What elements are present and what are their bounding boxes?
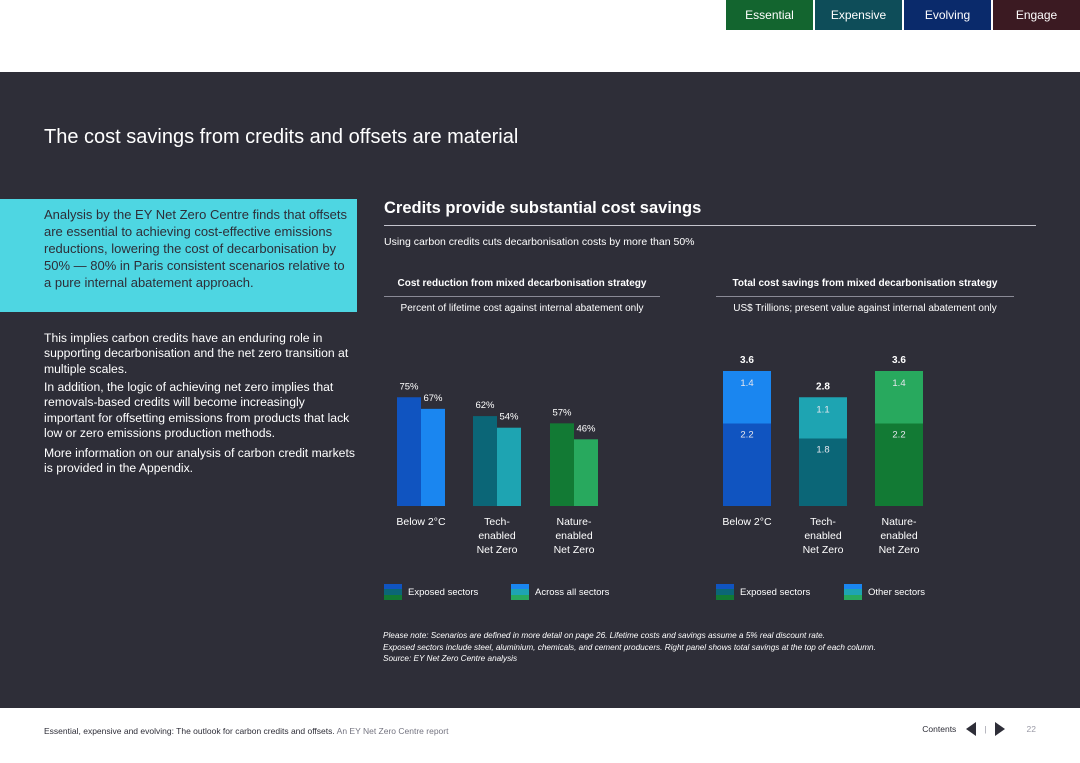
note-exposed-sectors: Exposed sectors include steel, aluminium… bbox=[383, 642, 876, 652]
tab-engage[interactable]: Engage bbox=[993, 0, 1080, 30]
bar-all-0 bbox=[421, 408, 445, 506]
bar-exposed-1 bbox=[799, 438, 847, 506]
legend-swatch-exposed bbox=[384, 584, 402, 600]
chart-2-title: Total cost savings from mixed decarbonis… bbox=[732, 278, 998, 289]
next-page-icon[interactable] bbox=[994, 722, 1005, 736]
body-paragraph-2: In addition, the logic of achieving net … bbox=[44, 380, 350, 440]
nav-separator: | bbox=[984, 724, 987, 734]
category-label: enabled bbox=[478, 530, 516, 542]
legend-swatch-exposed bbox=[716, 584, 734, 600]
bar-exposed-2 bbox=[875, 423, 923, 506]
total-label: 3.6 bbox=[740, 355, 754, 366]
data-label: 1.8 bbox=[816, 445, 829, 456]
chart-2-legend-other: Other sectors bbox=[844, 584, 925, 600]
tab-essential[interactable]: Essential bbox=[726, 0, 813, 30]
section-tabs: Essential Expensive Evolving Engage bbox=[724, 0, 1080, 30]
category-label: Net Zero bbox=[554, 544, 595, 556]
chart-1-legend-all: Across all sectors bbox=[511, 584, 609, 600]
chart-section-subheading: Using carbon credits cuts decarbonisatio… bbox=[384, 236, 695, 248]
bar-other-1 bbox=[799, 397, 847, 439]
category-label: enabled bbox=[804, 530, 842, 542]
body-paragraph-3: More information on our analysis of carb… bbox=[44, 446, 355, 476]
chart-1-subtitle: Percent of lifetime cost against interna… bbox=[400, 303, 644, 314]
chart-2-legend-exposed: Exposed sectors bbox=[716, 584, 810, 600]
total-label: 3.6 bbox=[892, 355, 906, 366]
total-label: 2.8 bbox=[816, 381, 830, 392]
footer-navigation: Contents | 22 bbox=[922, 722, 1036, 736]
contents-link[interactable]: Contents bbox=[922, 724, 957, 734]
chart-notes: Please note: Scenarios are defined in mo… bbox=[383, 630, 876, 665]
bar-exposed-2 bbox=[550, 423, 574, 506]
legend-label: Other sectors bbox=[868, 586, 926, 598]
bar-other-2 bbox=[875, 371, 923, 424]
bar-all-1 bbox=[497, 427, 521, 506]
chart-1-divider bbox=[384, 296, 660, 297]
highlight-callout: Analysis by the EY Net Zero Centre finds… bbox=[0, 199, 357, 312]
bar-other-0 bbox=[723, 371, 771, 424]
bar-exposed-1 bbox=[473, 416, 497, 506]
category-label: Tech- bbox=[484, 516, 510, 528]
chart-2-subtitle: US$ Trillions; present value against int… bbox=[733, 303, 997, 314]
page-title: The cost savings from credits and offset… bbox=[44, 126, 519, 148]
bar-exposed-0 bbox=[723, 423, 771, 506]
category-label: Net Zero bbox=[477, 544, 518, 556]
category-label: enabled bbox=[555, 530, 593, 542]
chart-2-divider bbox=[716, 296, 1014, 297]
data-label: 2.2 bbox=[892, 430, 905, 441]
footer-title: Essential, expensive and evolving: The o… bbox=[44, 726, 335, 736]
data-label: 67% bbox=[423, 393, 443, 404]
bar-all-2 bbox=[574, 439, 598, 506]
data-label: 62% bbox=[475, 400, 495, 411]
data-label: 54% bbox=[499, 412, 519, 423]
category-label: Tech- bbox=[810, 516, 836, 528]
legend-label: Exposed sectors bbox=[408, 586, 479, 598]
category-label: enabled bbox=[880, 530, 918, 542]
legend-label: Across all sectors bbox=[535, 586, 610, 598]
note-source: Source: EY Net Zero Centre analysis bbox=[383, 654, 518, 663]
data-label: 46% bbox=[576, 423, 596, 434]
chart-1-title: Cost reduction from mixed decarbonisatio… bbox=[397, 278, 647, 289]
tab-evolving[interactable]: Evolving bbox=[904, 0, 991, 30]
category-label: Net Zero bbox=[879, 544, 920, 556]
page-number: 22 bbox=[1026, 724, 1036, 734]
chart-section-heading: Credits provide substantial cost savings bbox=[384, 199, 702, 217]
note-scenarios: Please note: Scenarios are defined in mo… bbox=[383, 631, 825, 640]
chart-heading-divider bbox=[384, 225, 1036, 226]
chart-1-legend-exposed: Exposed sectors bbox=[384, 584, 478, 600]
category-label: Below 2°C bbox=[396, 516, 446, 528]
previous-page-icon[interactable] bbox=[966, 722, 977, 736]
footer-report-title: Essential, expensive and evolving: The o… bbox=[44, 726, 448, 736]
data-label: 75% bbox=[399, 381, 419, 392]
data-label: 1.4 bbox=[740, 378, 753, 389]
tab-expensive[interactable]: Expensive bbox=[815, 0, 902, 30]
category-label: Below 2°C bbox=[722, 516, 772, 528]
bar-exposed-0 bbox=[397, 397, 421, 506]
data-label: 1.1 bbox=[816, 404, 829, 415]
footer-subtitle: An EY Net Zero Centre report bbox=[336, 726, 449, 736]
data-label: 57% bbox=[552, 407, 572, 418]
legend-label: Exposed sectors bbox=[740, 586, 811, 598]
category-label: Nature- bbox=[556, 516, 592, 528]
body-paragraph-1: This implies carbon credits have an endu… bbox=[44, 331, 349, 376]
category-label: Nature- bbox=[881, 516, 917, 528]
data-label: 1.4 bbox=[892, 378, 905, 389]
data-label: 2.2 bbox=[740, 430, 753, 441]
category-label: Net Zero bbox=[803, 544, 844, 556]
legend-swatch-all bbox=[511, 584, 529, 600]
legend-swatch-other bbox=[844, 584, 862, 600]
